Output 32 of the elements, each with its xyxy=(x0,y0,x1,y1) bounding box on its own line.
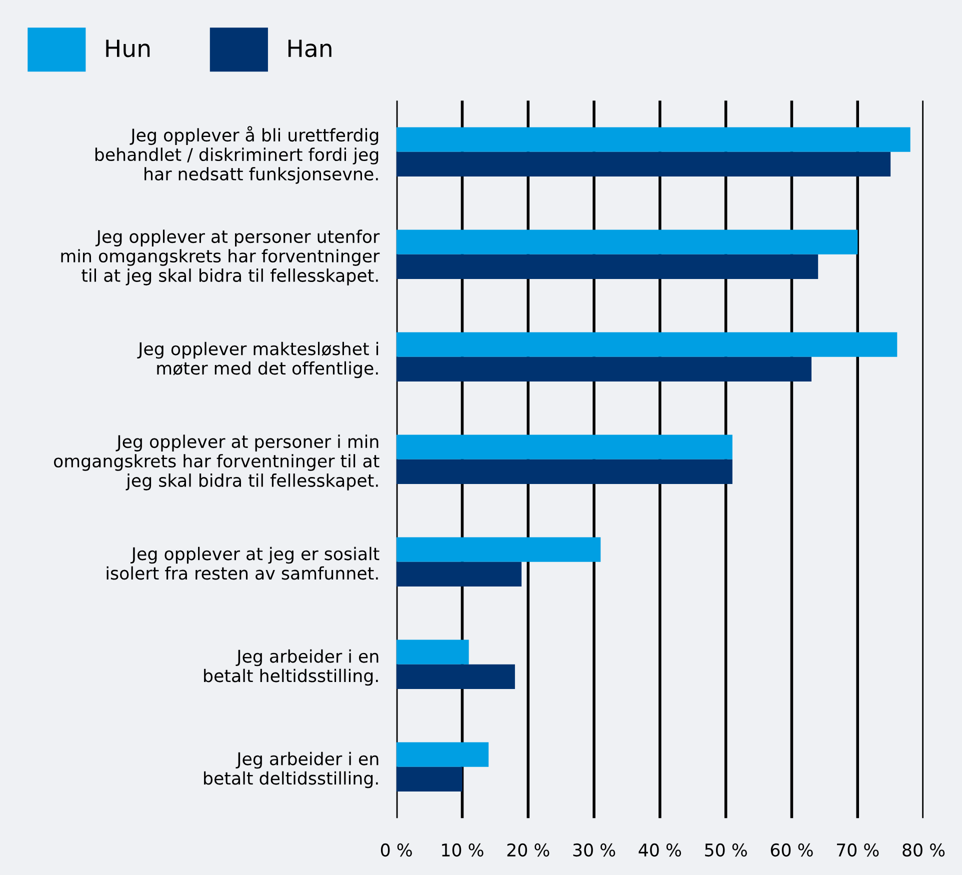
bar xyxy=(396,332,898,357)
x-tick-label: 30 % xyxy=(573,843,616,857)
x-tick-label: 60 % xyxy=(770,843,813,857)
bar xyxy=(396,230,858,254)
bar xyxy=(396,127,910,152)
x-tick-label: 20 % xyxy=(507,843,550,857)
bar xyxy=(396,459,732,484)
y-tick-label: Jeg arbeider i en betalt heltidsstilling. xyxy=(204,649,378,686)
legend-label: Han xyxy=(288,40,332,58)
y-tick-label: Jeg opplever maktesløshet i møter med det offentlige. xyxy=(137,342,378,378)
x-tick-label: 10 % xyxy=(442,843,484,857)
bar xyxy=(396,562,522,586)
bar xyxy=(396,152,891,176)
y-tick-label: Jeg opplever at personer utenfor min omgangskrets har forventninger til at jeg skal bidra til fellesskapet. xyxy=(61,230,380,286)
x-tick-label: 40 % xyxy=(638,843,682,857)
bar xyxy=(396,254,818,279)
legend-label: Hun xyxy=(106,40,150,58)
bar xyxy=(396,664,515,689)
bar xyxy=(396,742,489,767)
x-tick-label: 0 % xyxy=(380,843,412,857)
x-tick-label: 70 % xyxy=(836,843,879,857)
x-tick-label: 80 % xyxy=(902,843,945,857)
bar xyxy=(396,766,462,792)
bar xyxy=(396,356,812,382)
y-tick-label: Jeg opplever å bli urettferdig behandlet / diskriminert fordi jeg har nedsatt funksjonsevne. xyxy=(95,126,378,184)
bar xyxy=(396,640,469,664)
bar xyxy=(396,537,601,562)
bar xyxy=(396,434,732,460)
y-tick-label: Jeg opplever at jeg er sosialt isolert fra resten av samfunnet. xyxy=(106,546,380,580)
y-tick-label: Jeg opplever at personer i min omgangskrets har forventninger til at jeg skal bidra til fellesskapet. xyxy=(54,434,380,490)
y-tick-label: Jeg arbeider i en betalt deltidsstilling. xyxy=(204,752,378,788)
x-tick-label: 50 % xyxy=(705,843,747,857)
